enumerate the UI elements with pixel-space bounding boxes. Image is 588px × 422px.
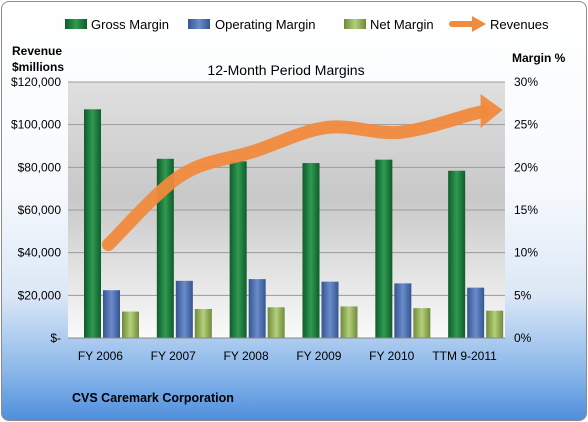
right-axis-title: Margin % [512,51,566,65]
legend-label-operating-margin: Operating Margin [215,17,315,32]
legend-label-gross-margin: Gross Margin [91,17,169,32]
revenue-arrowhead [480,94,503,128]
bar-gross-margin [302,163,320,338]
legend-swatch-operating-margin [188,19,210,29]
left-tick-label: $100,000 [11,118,61,132]
bar-net-margin [267,307,285,338]
category-labels: FY 2006 FY 2007 FY 2008 FY 2009 FY 2010 TTM 9… [78,349,497,363]
category-label: FY 2008 [224,349,269,363]
left-axis-title-line1: Revenue [12,44,62,58]
category-label: FY 2010 [369,349,414,363]
right-tick-label: 5% [514,288,532,302]
left-tick-label: $40,000 [18,246,62,260]
bars [84,109,504,338]
legend: Gross Margin Operating Margin Net Margin… [65,16,549,32]
chart-title: 12-Month Period Margins [207,62,364,78]
left-tick-label: $20,000 [18,288,62,302]
right-tick-label: 30% [514,75,538,89]
right-tick-label: 10% [514,246,538,260]
bar-net-margin [340,306,358,338]
bar-operating-margin [394,283,412,338]
bar-gross-margin [448,170,466,338]
bar-gross-margin [229,161,247,338]
left-tick-label: $120,000 [11,75,61,89]
bar-operating-margin [103,290,120,338]
revenue-line-group [101,94,503,252]
bar-gross-margin [156,158,174,338]
revenue-line [101,105,490,252]
right-tick-label: 15% [514,203,538,217]
legend-label-revenues: Revenues [490,17,549,32]
legend-arrowhead-revenues [472,16,486,32]
right-axis-ticks: 0% 5% 10% 15% 20% 25% 30% [514,75,538,345]
bar-gross-margin [375,159,393,338]
category-label: FY 2007 [151,349,196,363]
left-tick-label: $80,000 [18,160,62,174]
company-name: CVS Caremark Corporation [72,391,234,405]
category-label: FY 2009 [296,349,341,363]
bar-operating-margin [248,279,266,338]
left-tick-label: $- [50,331,61,345]
legend-swatch-net-margin [344,19,366,29]
right-tick-label: 20% [514,160,538,174]
bar-net-margin [194,308,212,338]
legend-swatch-gross-margin [65,19,87,29]
bar-operating-margin [467,287,485,338]
bar-net-margin [122,311,139,338]
left-axis-ticks: $- $20,000 $40,000 $60,000 $80,000 $100,000 $1… [11,75,61,345]
right-tick-label: 0% [514,331,532,345]
left-axis-title-line2: $millions [12,60,64,74]
bar-net-margin [486,310,504,338]
bar-net-margin [413,308,431,338]
category-label: TTM 9-2011 [432,349,497,363]
bar-operating-margin [175,280,193,338]
legend-label-net-margin: Net Margin [370,17,434,32]
category-label: FY 2006 [78,349,123,363]
bar-gross-margin [84,109,101,338]
right-tick-label: 25% [514,118,538,132]
left-tick-label: $60,000 [18,203,62,217]
bar-operating-margin [321,281,339,338]
